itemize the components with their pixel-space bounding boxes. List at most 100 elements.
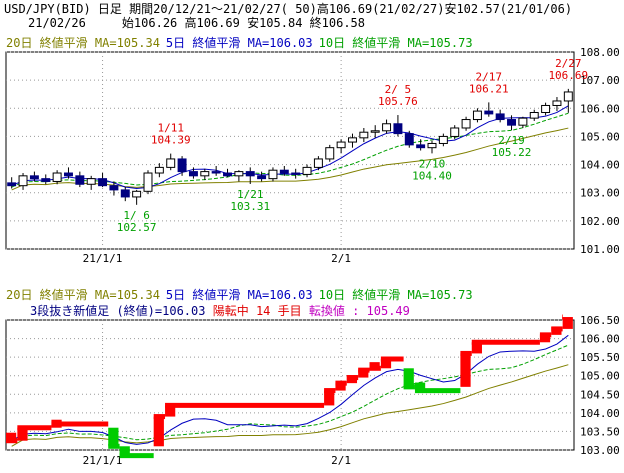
candle bbox=[234, 170, 244, 182]
candle-body bbox=[29, 175, 39, 180]
ma5-legend: 5日 終値平滑 MA=106.03 bbox=[165, 36, 313, 50]
annotation-value: 104.39 bbox=[151, 134, 191, 147]
kagi-axis-tick: 105.50 bbox=[580, 351, 620, 364]
candle bbox=[461, 116, 471, 131]
candle-body bbox=[154, 166, 164, 174]
candle bbox=[223, 168, 232, 178]
candle-body bbox=[552, 100, 562, 106]
candle-body bbox=[450, 127, 460, 137]
candle bbox=[257, 171, 267, 182]
kagi-axis-tick: 104.50 bbox=[580, 388, 620, 401]
kagi-reversal: 転換値 : 105.49 bbox=[308, 304, 410, 318]
kagi-axis-tick: 103.50 bbox=[580, 425, 620, 438]
new-price-brick bbox=[153, 416, 164, 447]
candle-body bbox=[211, 171, 221, 174]
new-price-brick bbox=[17, 427, 28, 441]
candle bbox=[359, 127, 369, 143]
candle bbox=[529, 109, 539, 121]
kagi-date-axis-tick: 21/1/1 bbox=[83, 454, 123, 467]
candle bbox=[143, 170, 153, 195]
candle-body bbox=[86, 178, 96, 185]
candle bbox=[302, 164, 312, 178]
candle bbox=[211, 165, 221, 176]
candle-body bbox=[370, 130, 380, 133]
annotation-date: 2/17 bbox=[476, 70, 503, 83]
candle-body bbox=[382, 123, 392, 132]
candle bbox=[336, 139, 346, 154]
candle bbox=[7, 177, 17, 189]
candle-body bbox=[472, 110, 482, 121]
candle bbox=[98, 173, 108, 188]
price-axis-tick: 105.00 bbox=[580, 130, 620, 143]
candle-body bbox=[461, 119, 471, 129]
header-date: 21/02/26 bbox=[28, 16, 86, 30]
candle-body bbox=[166, 158, 176, 168]
candle bbox=[132, 189, 142, 205]
price-axis-tick: 108.00 bbox=[580, 46, 620, 59]
candle bbox=[416, 139, 426, 151]
candle-body bbox=[348, 137, 357, 143]
annotation-date: 1/11 bbox=[157, 122, 184, 135]
candle bbox=[75, 171, 85, 188]
candle-body bbox=[177, 158, 187, 173]
candle bbox=[495, 109, 505, 123]
candle bbox=[370, 125, 380, 138]
kagi-ma10-line bbox=[11, 344, 569, 444]
price-axis-tick: 103.00 bbox=[580, 187, 620, 200]
candle-body bbox=[120, 189, 130, 198]
candle bbox=[279, 165, 289, 176]
candle-body bbox=[64, 172, 73, 177]
kagi-axis-tick: 103.00 bbox=[580, 444, 620, 457]
candle-body bbox=[359, 131, 369, 139]
candle bbox=[472, 108, 482, 123]
new-price-brick bbox=[460, 353, 471, 387]
candle-body bbox=[427, 142, 437, 149]
new-price-brick bbox=[562, 317, 573, 329]
candle-body bbox=[279, 169, 289, 174]
price-axis-tick: 106.00 bbox=[580, 102, 620, 115]
annotation-date: 2/ 5 bbox=[385, 83, 412, 96]
candle-body bbox=[518, 117, 528, 126]
candle-body bbox=[245, 171, 255, 177]
ma20-legend: 20日 終値平滑 MA=105.34 bbox=[6, 36, 160, 50]
new-price-brick bbox=[6, 432, 17, 441]
candle bbox=[518, 116, 528, 128]
candle bbox=[177, 156, 187, 176]
candle bbox=[188, 167, 198, 179]
candle-body bbox=[234, 171, 244, 177]
candle bbox=[427, 140, 437, 154]
annotation-date: 1/ 6 bbox=[123, 209, 150, 222]
candle-body bbox=[507, 119, 516, 126]
header-ohlc-line: 21/02/26 始106.26 高106.69 安105.84 終106.58 bbox=[4, 16, 365, 30]
candle bbox=[291, 168, 301, 179]
candle bbox=[563, 88, 573, 113]
candle bbox=[245, 167, 255, 184]
candle-body bbox=[302, 166, 312, 175]
annotation-value: 103.31 bbox=[230, 200, 270, 213]
annotation-value: 105.22 bbox=[492, 146, 532, 159]
candle bbox=[29, 171, 39, 182]
kagi-date-axis-tick: 2/1 bbox=[331, 454, 351, 467]
kagi-axis-tick: 106.50 bbox=[580, 314, 620, 327]
ma-legend-top: 20日 終値平滑 MA=105.34 5日 終値平滑 MA=106.03 10日 終… bbox=[6, 36, 479, 50]
candle bbox=[438, 133, 448, 147]
candle-body bbox=[257, 175, 267, 180]
ma5-legend: 5日 終値平滑 MA=106.03 bbox=[165, 288, 313, 302]
annotation-value: 104.40 bbox=[412, 169, 452, 182]
new-price-brick bbox=[108, 427, 119, 447]
annotation-date: 2/27 bbox=[555, 57, 582, 70]
annotation-value: 106.21 bbox=[469, 82, 509, 95]
header-ohlc: 始106.26 高106.69 安105.84 終106.58 bbox=[121, 16, 365, 30]
candle bbox=[52, 170, 62, 185]
candle-body bbox=[7, 182, 17, 187]
candle-body bbox=[41, 178, 51, 182]
candle-body bbox=[393, 123, 403, 135]
annotation-date: 2/19 bbox=[498, 134, 525, 147]
kagi-axis-tick: 105.00 bbox=[580, 370, 620, 383]
annotation-value: 102.57 bbox=[117, 221, 157, 234]
candle-body bbox=[416, 144, 426, 149]
annotation-value: 106.69 bbox=[548, 69, 588, 82]
candle bbox=[18, 173, 28, 190]
